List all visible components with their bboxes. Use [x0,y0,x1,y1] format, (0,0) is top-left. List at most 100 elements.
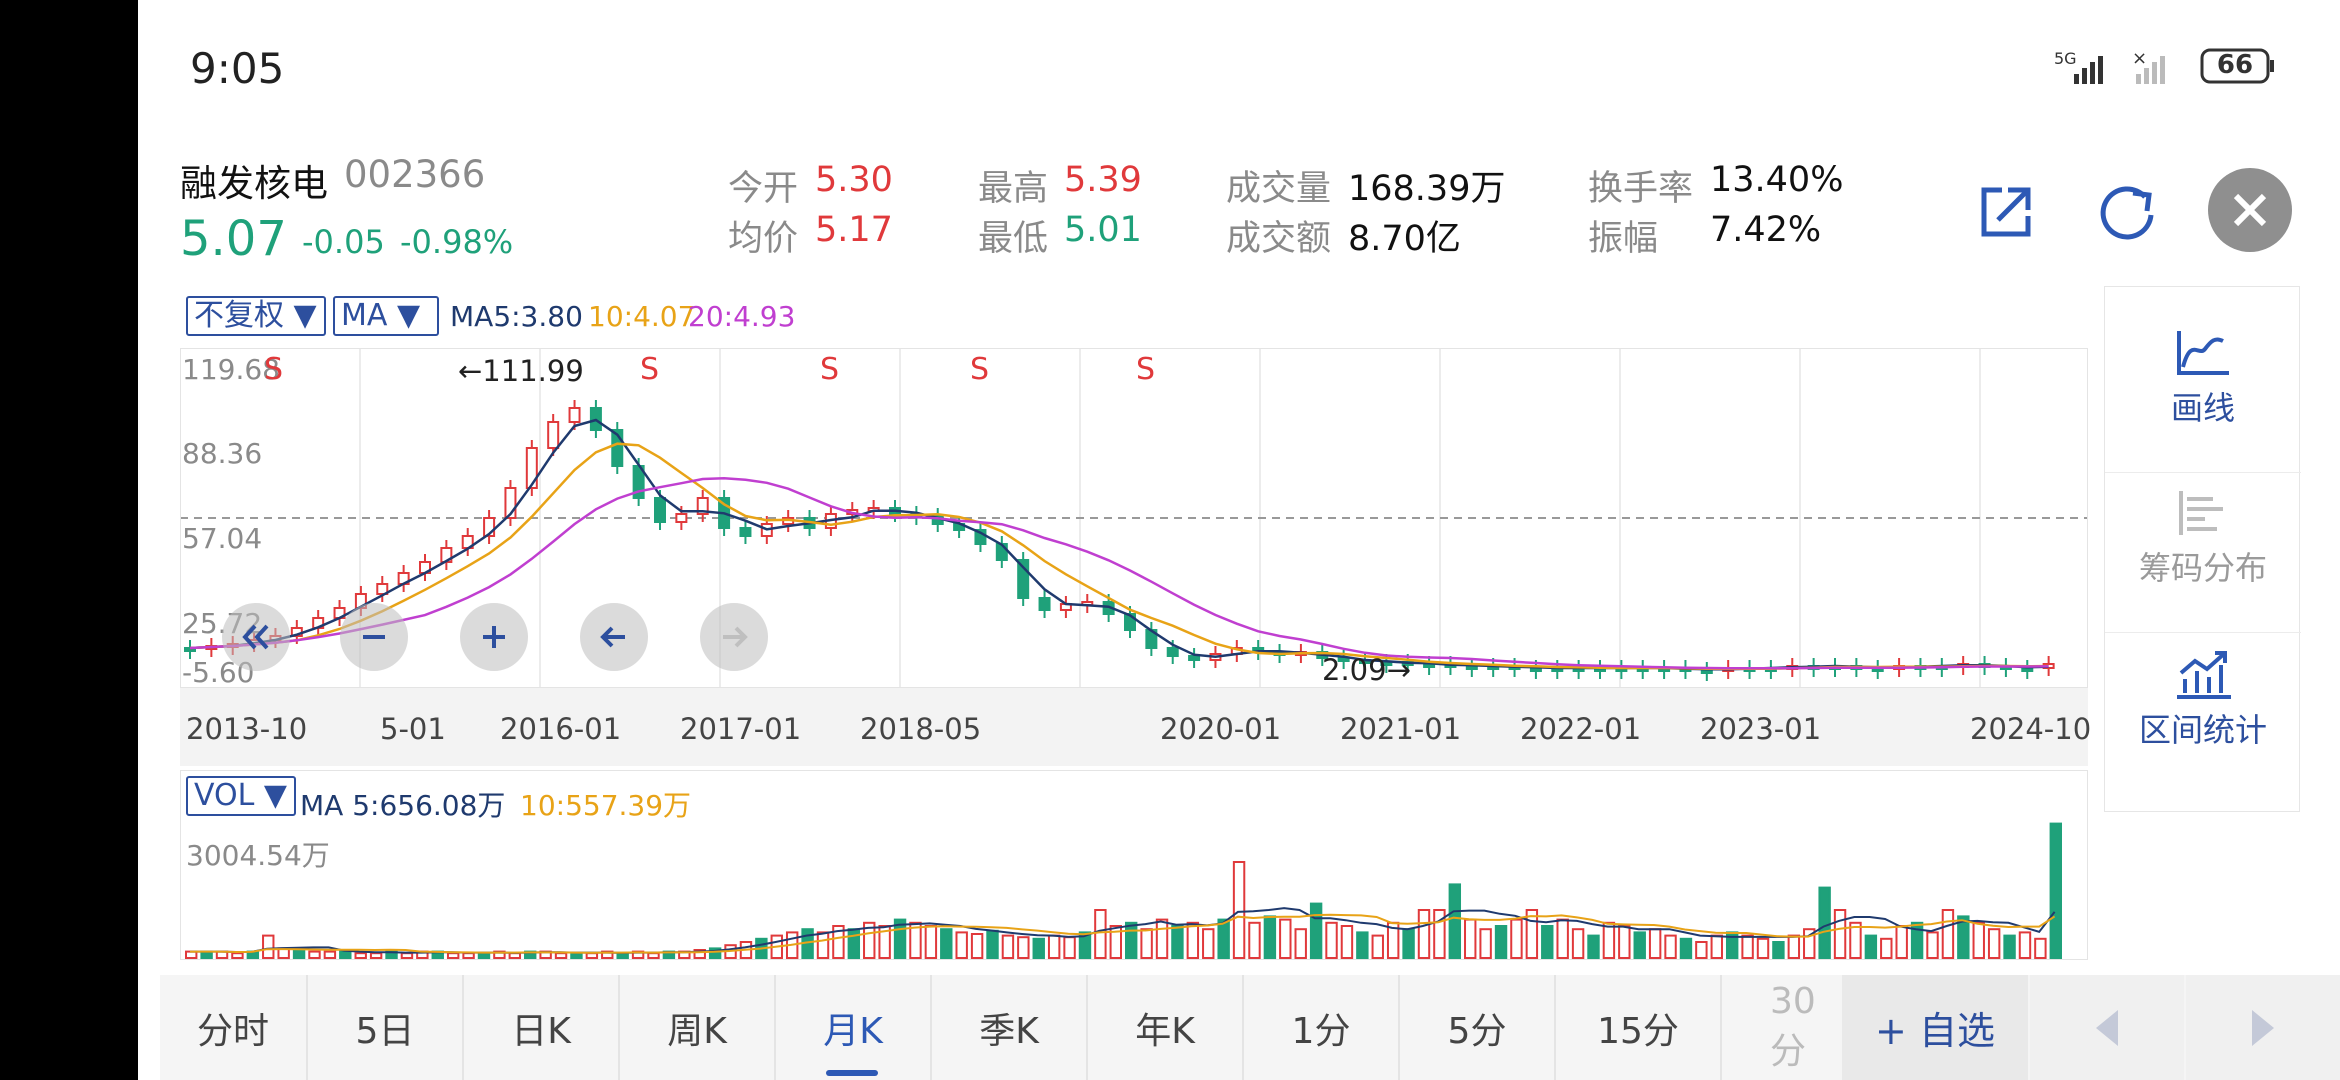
vol-ma10-readout: 10:557.39万 [520,789,692,822]
close-icon [2233,193,2267,227]
volume-dropdown[interactable]: VOL ▼ [186,776,296,816]
scroll-right-button[interactable] [700,603,768,671]
s-marker[interactable]: S [970,352,990,387]
candle-body [611,429,624,467]
stock-change-pct: -0.98% [400,223,514,261]
range-stats-button[interactable]: 区间统计 [2105,649,2301,751]
tab-daily[interactable]: 日K [511,1010,571,1052]
tab-divider [1086,975,1088,1080]
tab-5day[interactable]: 5日 [355,1010,415,1052]
tab-15min[interactable]: 15分 [1597,1010,1679,1052]
chip-distribution-button[interactable]: 筹码分布 [2105,487,2301,589]
volume-bar [262,934,275,960]
tab-divider [306,975,308,1080]
volume-bar [1618,925,1631,959]
volume-bar [1664,934,1677,960]
s-marker[interactable]: S [640,352,660,387]
volume-bar [1017,936,1030,959]
s-marker[interactable]: S [264,352,284,387]
volume-bar [1648,928,1662,959]
refresh-icon [2100,186,2154,240]
volume-bar [1972,921,1985,960]
tab-divider [462,975,464,1080]
volume-bar [508,952,522,959]
scroll-left-button[interactable] [580,603,648,671]
tab-5min[interactable]: 5分 [1447,1010,1507,1052]
volume-bar [893,918,907,960]
y-tick-label: 88.36 [182,437,263,470]
tab-divider [1398,975,1400,1080]
tab-quarterly[interactable]: 季K [979,1010,1039,1052]
tab-intraday[interactable]: 分时 [196,1010,269,1052]
s-marker[interactable]: S [820,352,840,387]
low-value: 5.01 [1064,210,1142,250]
volume-bar [1171,925,1184,959]
s-marker[interactable]: S [1136,352,1156,387]
volume-bar [1957,915,1970,959]
volume-bar [1587,934,1600,960]
triangle-right-icon [2252,1009,2274,1046]
add-watchlist-button[interactable]: + 自选 [1842,975,2028,1080]
tab-monthly[interactable]: 月K [823,1010,883,1052]
tab-30min[interactable]: 30分 [1770,981,1816,1072]
date-label: 2018-05 [860,712,982,746]
high-value: 5.39 [1064,160,1142,200]
high-label: 最高 [978,169,1049,209]
tab-yearly[interactable]: 年K [1135,1010,1195,1052]
refresh-button[interactable] [2088,172,2168,252]
vol-max-label: 3004.54万 [186,839,330,872]
arrow-right-icon [723,626,748,648]
volume-label: 成交量 [1226,169,1332,209]
volume-bar [1541,925,1554,959]
prev-tab-button[interactable] [2030,975,2184,1080]
date-label: 2017-01 [680,712,802,746]
volume-bar [1155,918,1169,960]
vol-ma10-line [190,913,2056,954]
candle-body [483,517,496,537]
amplitude-value: 7.42% [1710,210,1822,250]
close-button[interactable] [2208,168,2292,252]
volume-bar [1510,918,1523,960]
volume-bar [1232,861,1246,959]
draw-line-button[interactable]: 画线 [2105,327,2301,429]
volume-canvas[interactable] [179,769,2089,961]
amplitude-label: 振幅 [1588,219,1659,259]
turnover-label: 换手率 [1588,169,1694,209]
tab-weekly[interactable]: 周K [667,1010,727,1052]
volume-bar [1294,928,1307,959]
volume-bar [816,931,830,959]
volume-bar [1818,886,1831,959]
stock-price: 5.07 [180,211,287,267]
tab-divider [1242,975,1244,1080]
volume-bar [1202,928,1215,959]
adjust-dropdown[interactable]: 不复权 ▼ [186,296,326,336]
ma20-line [189,477,2049,670]
volume-bar [863,921,876,960]
zoom-in-button[interactable] [460,603,528,671]
zoom-out-button[interactable] [340,603,408,671]
active-tab-indicator [826,1070,878,1076]
volume-bar [1001,934,1015,960]
date-label: 2022-01 [1520,712,1642,746]
share-button[interactable] [1966,172,2046,252]
jump-start-button[interactable] [222,603,290,671]
status-icons: 5G × 66 [2050,44,2290,88]
volume-bar [1140,928,1153,959]
open-value: 5.30 [815,160,893,200]
indicator-dropdown[interactable]: MA ▼ [333,296,439,336]
candle-body [739,527,752,537]
turnover-value: 13.40% [1710,160,1844,200]
volume-chart[interactable] [179,769,2089,961]
ma5-readout: MA5:3.80 [450,300,583,333]
tab-1min[interactable]: 1分 [1291,1010,1351,1052]
volume-bar [2034,937,2047,960]
volume-bar [847,928,861,959]
svg-text:×: × [2132,48,2147,69]
volume-bar [1371,934,1384,960]
ma10-readout: 10:4.07 [588,300,696,333]
next-tab-button[interactable] [2186,975,2340,1080]
tab-divider [930,975,932,1080]
volume-bar [1433,909,1446,959]
candle-body [1166,647,1179,657]
volume-bar [1479,928,1492,959]
